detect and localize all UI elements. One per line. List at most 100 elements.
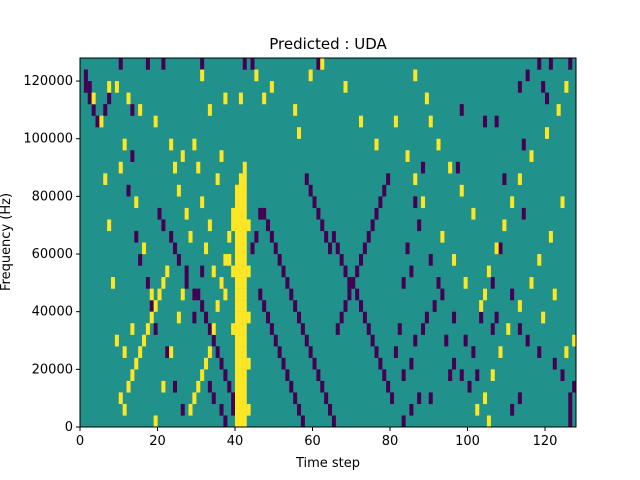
x-axis-label: Time step <box>295 456 360 471</box>
heatmap-cell-high <box>238 173 243 185</box>
heatmap-cell-high <box>238 380 243 393</box>
heatmap-cell-low <box>366 230 371 243</box>
heatmap-cell-low <box>560 369 565 382</box>
heatmap-cell-high <box>211 323 216 335</box>
heatmap-cell-low <box>328 403 333 416</box>
x-tick-label: 60 <box>304 434 321 449</box>
heatmap-cell-low <box>173 380 178 393</box>
x-tick-label: 40 <box>227 434 244 449</box>
heatmap-cell-high <box>235 254 240 266</box>
heatmap-cell-low <box>374 346 379 358</box>
heatmap-cell-high <box>238 242 243 255</box>
heatmap-cell-high <box>242 173 247 185</box>
heatmap-cell-low <box>459 369 464 382</box>
heatmap-cell-low <box>490 323 495 335</box>
y-tick-label: 100000 <box>23 132 73 147</box>
heatmap-cell-high <box>517 300 522 312</box>
heatmap-cell-low <box>293 392 298 405</box>
heatmap-cell-high <box>165 265 170 278</box>
heatmap-cell-low <box>521 207 526 220</box>
heatmap-cell-low <box>312 357 317 370</box>
heatmap-cell-low <box>200 265 205 278</box>
heatmap-cell-low <box>359 300 364 312</box>
heatmap-cell-low <box>541 81 546 93</box>
heatmap-cell-high <box>517 173 522 185</box>
heatmap-cell-low <box>269 230 274 243</box>
heatmap-cell-high <box>200 69 205 82</box>
heatmap-cell-high <box>506 323 511 335</box>
heatmap-cell-high <box>176 311 181 324</box>
heatmap-cell-high <box>153 415 158 428</box>
heatmap-cell-low <box>548 58 553 70</box>
heatmap-cell-low <box>165 346 170 358</box>
heatmap-cell-high <box>235 219 240 232</box>
heatmap-cell-low <box>300 415 305 428</box>
heatmap-cell-high <box>238 415 243 428</box>
heatmap-cell-high <box>130 323 135 335</box>
x-tick-label: 80 <box>382 434 399 449</box>
heatmap-cell-low <box>568 58 573 70</box>
heatmap-cell-high <box>238 288 243 301</box>
heatmap-cell-low <box>145 277 150 289</box>
heatmap-cell-low <box>452 357 457 370</box>
heatmap-cell-high <box>142 334 147 347</box>
heatmap-cell-low <box>370 334 375 347</box>
heatmap-cell-low <box>126 184 131 197</box>
heatmap-cell-low <box>196 288 201 301</box>
heatmap-cell-high <box>242 334 247 347</box>
heatmap-cell-high <box>246 403 251 416</box>
heatmap-cell-high <box>238 254 243 266</box>
heatmap-cell-high <box>235 288 240 301</box>
heatmap-cell-low <box>502 173 507 185</box>
heatmap-cell-low <box>401 277 406 289</box>
heatmap-cell-low <box>83 69 88 82</box>
heatmap-cell-high <box>231 265 236 278</box>
heatmap-cell-low <box>452 311 457 324</box>
heatmap-cell-low <box>347 277 352 289</box>
heatmap-cell-high <box>235 265 240 278</box>
heatmap-cell-high <box>440 230 445 243</box>
heatmap-cell-high <box>246 357 251 370</box>
heatmap-cell-low <box>428 254 433 266</box>
heatmap-cell-high <box>138 104 143 116</box>
heatmap-cell-low <box>254 230 259 243</box>
heatmap-cell-high <box>242 300 247 312</box>
y-tick-label: 20000 <box>32 362 73 377</box>
heatmap-cell-low <box>494 115 499 128</box>
heatmap-cell-high <box>207 104 212 116</box>
heatmap-cell-high <box>211 265 216 278</box>
heatmap-cell-low <box>510 403 515 416</box>
heatmap-cell-low <box>304 173 309 185</box>
heatmap-cell-low <box>107 92 112 105</box>
heatmap-cell-low <box>568 392 573 405</box>
heatmap-cell-high <box>238 403 243 416</box>
heatmap-cell-low <box>537 346 542 358</box>
heatmap-cell-high <box>436 138 441 151</box>
heatmap-cell-high <box>130 369 135 382</box>
heatmap-cell-low <box>320 219 325 232</box>
heatmap-cell-low <box>316 369 321 382</box>
heatmap-cell-high <box>413 69 418 82</box>
y-tick-label: 0 <box>65 420 73 435</box>
heatmap-cell-high <box>242 277 247 289</box>
heatmap-cell-low <box>552 357 557 370</box>
y-tick-label: 80000 <box>32 189 73 204</box>
heatmap-cell-low <box>521 138 526 151</box>
heatmap-cell-low <box>266 219 271 232</box>
heatmap-cell-high <box>405 150 410 162</box>
heatmap-cell-low <box>223 415 228 428</box>
heatmap-cell-high <box>235 346 240 358</box>
heatmap-cell-high <box>242 392 247 405</box>
x-tick-label: 120 <box>533 434 558 449</box>
heatmap-cell-low <box>517 323 522 335</box>
heatmap-cell-low <box>331 415 336 428</box>
heatmap-cell-high <box>153 300 158 312</box>
heatmap-cell-low <box>266 311 271 324</box>
heatmap-cell-low <box>316 58 321 70</box>
heatmap-cell-high <box>502 219 507 232</box>
heatmap-cell-low <box>471 346 476 358</box>
heatmap-cell-high <box>188 403 193 416</box>
heatmap-cell-high <box>235 403 240 416</box>
heatmap-cell-low <box>118 58 123 70</box>
heatmap-cell-low <box>386 380 391 393</box>
